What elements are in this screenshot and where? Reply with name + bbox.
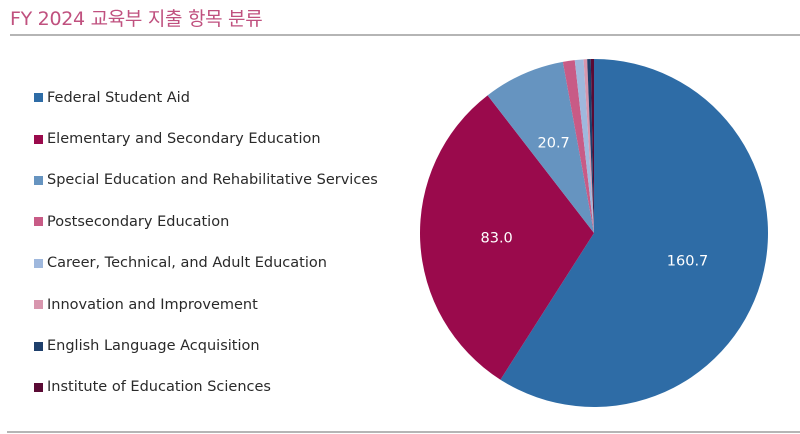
legend-item-english-language: English Language Acquisition xyxy=(34,325,378,366)
legend-label: Institute of Education Sciences xyxy=(47,379,271,396)
legend-swatch xyxy=(34,217,43,227)
pie-slices xyxy=(420,59,769,408)
pie-slice xyxy=(500,59,769,408)
bottom-divider xyxy=(7,431,800,433)
chart-title: FY 2024 교육부 지출 항목 분류 xyxy=(10,8,263,30)
legend-item-federal-student-aid: Federal Student Aid xyxy=(34,77,378,118)
legend-label: Elementary and Secondary Education xyxy=(47,131,321,148)
legend-item-innovation: Innovation and Improvement xyxy=(34,284,378,325)
pie-data-label: 160.7 xyxy=(667,253,709,269)
pie-data-label: 83.0 xyxy=(481,230,513,246)
legend-label: English Language Acquisition xyxy=(47,338,260,355)
pie-slice xyxy=(420,95,594,380)
pie-slice xyxy=(562,60,594,233)
pie-data-label: 20.7 xyxy=(538,135,570,151)
legend-item-postsecondary: Postsecondary Education xyxy=(34,201,378,242)
legend-swatch xyxy=(34,134,43,144)
legend-label: Federal Student Aid xyxy=(47,89,190,106)
pie-data-labels: 160.7 83.0 20.7 xyxy=(481,135,709,269)
pie-slice xyxy=(590,59,594,233)
legend-label: Special Education and Rehabilitative Ser… xyxy=(47,172,378,189)
chart-legend: Federal Student Aid Elementary and Secon… xyxy=(34,77,378,408)
legend-swatch xyxy=(34,382,43,392)
legend-item-ies: Institute of Education Sciences xyxy=(34,367,378,408)
legend-item-special-education: Special Education and Rehabilitative Ser… xyxy=(34,160,378,201)
legend-label: Innovation and Improvement xyxy=(47,296,258,313)
legend-swatch xyxy=(34,93,43,103)
legend-swatch xyxy=(34,175,43,185)
legend-item-career-technical: Career, Technical, and Adult Education xyxy=(34,243,378,284)
pie-slice xyxy=(574,59,594,234)
legend-item-elementary-secondary: Elementary and Secondary Education xyxy=(34,118,378,159)
title-divider xyxy=(10,34,800,36)
legend-label: Career, Technical, and Adult Education xyxy=(47,255,327,272)
legend-swatch xyxy=(34,341,43,351)
legend-swatch xyxy=(34,258,43,268)
legend-label: Postsecondary Education xyxy=(47,213,230,230)
legend-swatch xyxy=(34,300,43,310)
pie-slice xyxy=(583,59,594,234)
pie-slice xyxy=(587,59,594,234)
pie-slice xyxy=(487,61,594,233)
